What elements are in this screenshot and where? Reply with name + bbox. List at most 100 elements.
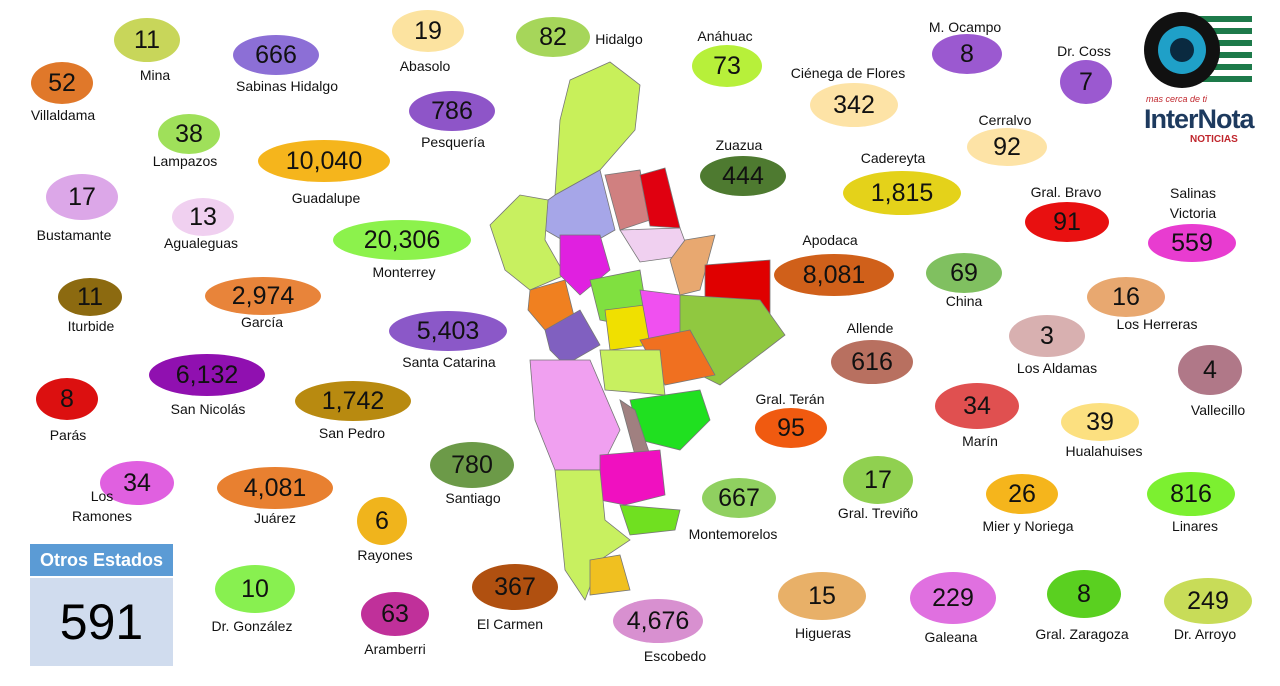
municipality-name: Allende bbox=[846, 320, 894, 336]
count-badge: 39 bbox=[1061, 403, 1139, 441]
count-badge: 8 bbox=[1047, 570, 1121, 618]
count-badge: 667 bbox=[702, 478, 776, 518]
logo-brand: InterNota bbox=[1144, 104, 1255, 134]
count-badge: 20,306 bbox=[333, 220, 471, 260]
municipality-name: Escobedo bbox=[643, 648, 707, 664]
logo-icon bbox=[1144, 12, 1252, 88]
municipality-name: Galeana bbox=[924, 629, 978, 645]
count-badge: 38 bbox=[158, 114, 220, 154]
municipality-name: Mier y Noriega bbox=[982, 518, 1074, 534]
municipality-name: Montemorelos bbox=[688, 526, 778, 542]
municipality-name: Gral. Zaragoza bbox=[1035, 626, 1129, 642]
municipality-name: Dr. Coss bbox=[1057, 43, 1111, 59]
municipality-name: Hidalgo bbox=[595, 31, 643, 47]
municipality-name: Parás bbox=[49, 427, 87, 443]
count-badge: 1,815 bbox=[843, 171, 961, 215]
municipality-name: Dr. González bbox=[211, 618, 293, 634]
count-badge: 19 bbox=[392, 10, 464, 52]
count-badge: 616 bbox=[831, 340, 913, 384]
count-badge: 229 bbox=[910, 572, 996, 624]
municipality-name: Apodaca bbox=[802, 232, 858, 248]
count-badge: 91 bbox=[1025, 202, 1109, 242]
count-badge: 6 bbox=[357, 497, 407, 545]
count-badge: 4,676 bbox=[613, 599, 703, 643]
municipality-name: Villaldama bbox=[30, 107, 96, 123]
map-regions bbox=[489, 61, 786, 601]
municipality-name: Aramberri bbox=[364, 641, 426, 657]
map-region bbox=[599, 449, 666, 506]
municipality-name: Gral. Treviño bbox=[837, 505, 919, 521]
municipality-name: Rayones bbox=[357, 547, 413, 563]
count-badge: 559 bbox=[1148, 224, 1236, 262]
municipality-name: Marín bbox=[962, 433, 998, 449]
count-badge: 249 bbox=[1164, 578, 1252, 624]
municipality-name: Iturbide bbox=[67, 318, 115, 334]
count-badge: 4,081 bbox=[217, 467, 333, 509]
map-region bbox=[554, 61, 641, 196]
count-badge: 8,081 bbox=[774, 254, 894, 296]
municipality-name: Abasolo bbox=[399, 58, 451, 74]
count-badge: 816 bbox=[1147, 472, 1235, 516]
municipality-name: Guadalupe bbox=[291, 190, 361, 206]
municipality-name: Lampazos bbox=[152, 153, 218, 169]
municipality-name: Zuazua bbox=[715, 137, 763, 153]
count-badge: 92 bbox=[967, 128, 1047, 166]
count-badge: 17 bbox=[46, 174, 118, 220]
municipality-name: San Nicolás bbox=[170, 401, 246, 417]
municipality-name: Cerralvo bbox=[978, 112, 1032, 128]
municipality-name: China bbox=[945, 293, 983, 309]
municipality-name: Pesquería bbox=[421, 134, 485, 150]
municipality-name: Los Herreras bbox=[1116, 316, 1198, 332]
municipality-name: Salinas Victoria bbox=[1169, 185, 1217, 221]
municipality-name: Ciénega de Flores bbox=[790, 65, 906, 81]
logo-sub: NOTICIAS bbox=[1190, 134, 1238, 145]
others-header: Otros Estados bbox=[30, 544, 173, 576]
municipality-name: Gral. Terán bbox=[755, 391, 825, 407]
municipality-name: Los Aldamas bbox=[1016, 360, 1098, 376]
count-badge: 367 bbox=[472, 564, 558, 610]
municipality-name: M. Ocampo bbox=[928, 19, 1002, 35]
municipality-name: Linares bbox=[1172, 518, 1218, 534]
municipality-name: Cadereyta bbox=[860, 150, 926, 166]
count-badge: 444 bbox=[700, 156, 786, 196]
count-badge: 8 bbox=[36, 378, 98, 420]
count-badge: 95 bbox=[755, 408, 827, 448]
count-badge: 17 bbox=[843, 456, 913, 504]
municipality-name: San Pedro bbox=[318, 425, 386, 441]
municipality-name: Dr. Arroyo bbox=[1173, 626, 1237, 642]
count-badge: 26 bbox=[986, 474, 1058, 514]
municipality-name: Mina bbox=[139, 67, 171, 83]
count-badge: 780 bbox=[430, 442, 514, 488]
map-region bbox=[489, 194, 566, 291]
count-badge: 6,132 bbox=[149, 354, 265, 396]
municipality-name: Higueras bbox=[794, 625, 852, 641]
count-badge: 15 bbox=[778, 572, 866, 620]
municipality-name: Anáhuac bbox=[697, 28, 753, 44]
municipality-name: Monterrey bbox=[372, 264, 436, 280]
map-region bbox=[619, 504, 681, 536]
count-badge: 1,742 bbox=[295, 381, 411, 421]
logo: mas cerca de ti InterNota NOTICIAS bbox=[1140, 10, 1255, 145]
count-badge: 666 bbox=[233, 35, 319, 75]
municipality-name: Sabinas Hidalgo bbox=[236, 78, 338, 94]
count-badge: 16 bbox=[1087, 277, 1165, 317]
count-badge: 2,974 bbox=[205, 277, 321, 315]
count-badge: 11 bbox=[58, 278, 122, 316]
count-badge: 8 bbox=[932, 34, 1002, 74]
count-badge: 5,403 bbox=[389, 311, 507, 351]
count-badge: 69 bbox=[926, 253, 1002, 293]
municipality-name: Agualeguas bbox=[164, 235, 238, 251]
count-badge: 82 bbox=[516, 17, 590, 57]
municipality-name: Juárez bbox=[253, 510, 297, 526]
count-badge: 7 bbox=[1060, 60, 1112, 104]
municipality-name: Hualahuises bbox=[1065, 443, 1143, 459]
municipality-name: Vallecillo bbox=[1190, 402, 1246, 418]
municipality-name: Gral. Bravo bbox=[1030, 184, 1102, 200]
count-badge: 11 bbox=[114, 18, 180, 62]
municipality-name: Bustamante bbox=[36, 227, 112, 243]
logo-tagline: mas cerca de ti bbox=[1146, 94, 1208, 104]
map-region bbox=[669, 234, 716, 296]
others-value: 591 bbox=[30, 578, 173, 666]
